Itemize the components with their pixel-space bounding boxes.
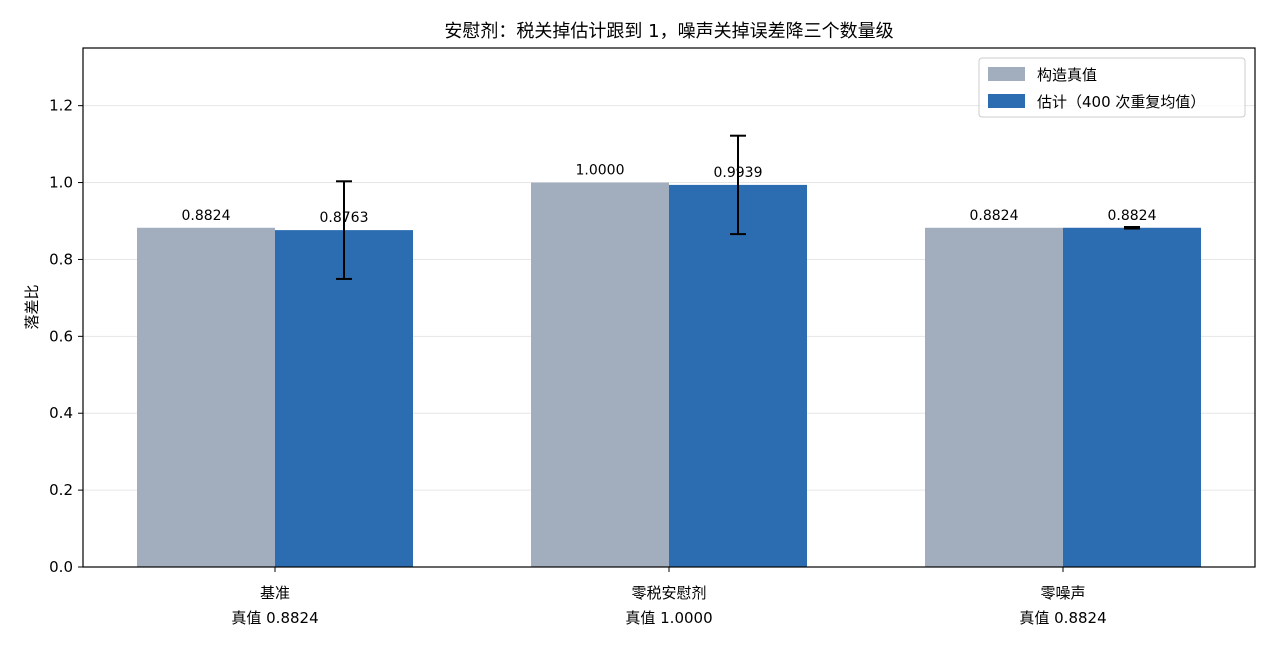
y-tick-label: 0.8 (49, 250, 73, 268)
x-category-label: 零噪声 (1040, 584, 1085, 602)
legend-label-true-value: 构造真值 (1037, 66, 1097, 84)
bar-estimate (669, 184, 807, 567)
bar-estimate (1063, 227, 1201, 567)
bar-true-value (137, 227, 275, 567)
x-category-sublabel: 真值 0.8824 (231, 609, 318, 627)
x-category-sublabel: 真值 1.0000 (625, 609, 712, 627)
y-tick-label: 1.0 (49, 174, 73, 192)
bar-value-label: 0.8763 (320, 210, 369, 226)
bars (137, 182, 1201, 568)
legend-box (978, 57, 1246, 118)
bar-value-label: 0.8824 (182, 208, 231, 224)
bar-value-label: 1.0000 (576, 163, 625, 179)
legend: 构造真值 估计（400 次重复均值） (978, 57, 1246, 118)
y-tick-label: 0.0 (49, 558, 73, 576)
y-tick-label: 0.6 (49, 327, 73, 345)
bar-estimate (275, 230, 413, 567)
x-category-sublabel: 真值 0.8824 (1019, 609, 1106, 627)
y-axis-label: 落差比 (23, 284, 41, 329)
legend-swatch-true-value (988, 67, 1025, 81)
bar-value-labels: 0.8824 1.0000 0.8824 0.8763 0.9939 0.8824 (182, 163, 1157, 227)
chart-title: 安慰剂：税关掉估计跟到 1，噪声关掉误差降三个数量级 (444, 21, 893, 42)
bar-value-label: 0.9939 (714, 165, 763, 181)
y-tick-label: 1.2 (49, 97, 73, 115)
error-bars (336, 134, 1140, 280)
bar-value-label: 0.8824 (970, 208, 1019, 224)
bar-value-label: 0.8824 (1108, 208, 1157, 224)
bar-true-value (531, 182, 669, 568)
bar-true-value (925, 227, 1063, 567)
y-tick-label: 0.4 (49, 404, 73, 422)
x-category-label: 零税安慰剂 (631, 584, 706, 602)
legend-swatch-estimate (988, 94, 1025, 108)
y-axis-ticks: 0.0 0.2 0.4 0.6 0.8 1.0 1.2 (49, 97, 83, 576)
x-category-label: 基准 (260, 584, 290, 602)
legend-label-estimate: 估计（400 次重复均值） (1037, 93, 1205, 111)
y-tick-label: 0.2 (49, 481, 73, 499)
